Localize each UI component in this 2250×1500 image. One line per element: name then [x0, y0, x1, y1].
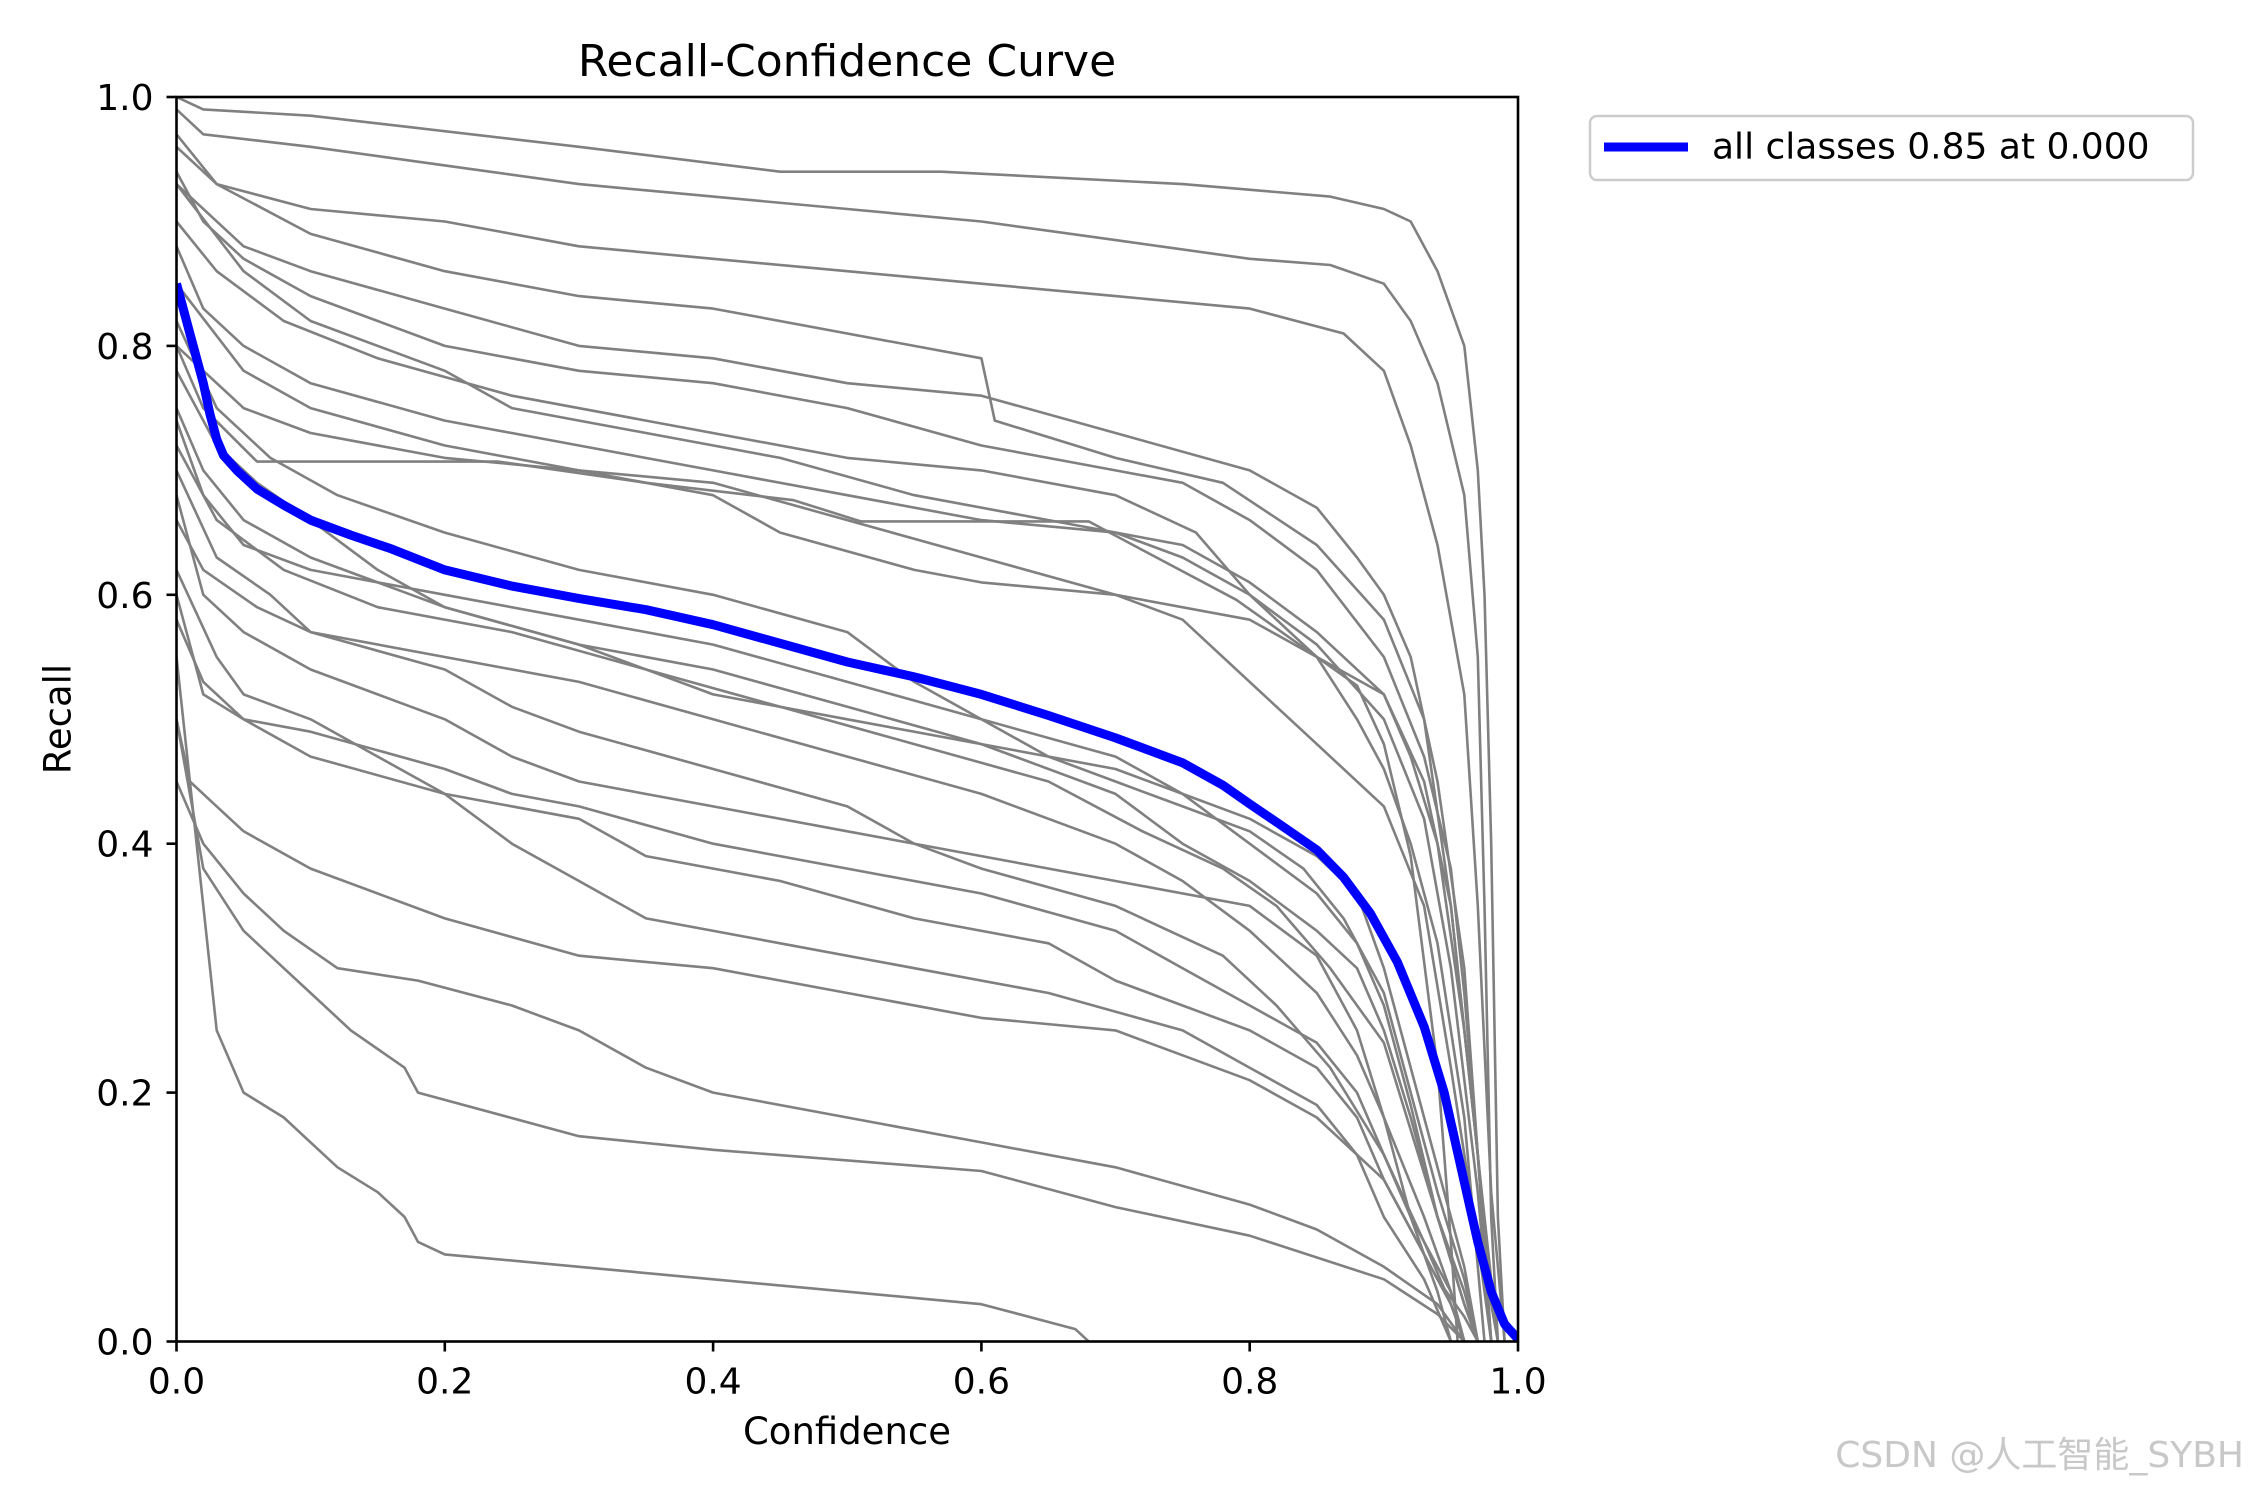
class-recall-curve-10 — [176, 282, 1500, 1342]
class-recall-curve-4 — [176, 183, 1500, 1342]
y-axis-label: Recall — [37, 664, 80, 774]
x-tick-label: 0.6 — [953, 1362, 1010, 1403]
x-axis-ticks: 0.0 0.2 0.4 0.6 0.8 1.0 — [148, 1341, 1547, 1403]
y-tick-label: 1.0 — [96, 78, 153, 119]
class-recall-curve-18 — [176, 494, 1453, 1342]
class-recall-curve-1 — [176, 97, 1506, 1342]
class-recall-curve-8 — [176, 183, 1493, 1342]
class-recall-curve-7 — [176, 171, 1500, 1342]
x-tick-label: 1.0 — [1489, 1362, 1546, 1403]
y-tick-label: 0.0 — [96, 1323, 153, 1364]
x-tick-label: 0.2 — [416, 1362, 473, 1403]
class-recall-curve-6 — [176, 220, 1493, 1342]
class-recall-curve-25 — [176, 719, 1466, 1342]
legend-label: all classes 0.85 at 0.000 — [1712, 127, 2150, 168]
class-recall-curve-21 — [176, 594, 1466, 1342]
x-tick-label: 0.8 — [1221, 1362, 1278, 1403]
series-layer — [176, 97, 1518, 1342]
class-recall-curve-3 — [176, 145, 1506, 1342]
x-axis-label: Confidence — [743, 1410, 951, 1453]
class-recall-curve-12 — [176, 344, 1493, 1342]
class-recall-curve-24 — [176, 780, 1466, 1342]
x-tick-label: 0.0 — [148, 1362, 205, 1403]
class-recall-curve-23 — [176, 719, 1479, 1342]
chart-title: Recall-Confidence Curve — [578, 36, 1116, 87]
y-tick-label: 0.2 — [96, 1074, 153, 1115]
all-classes-recall-curve — [176, 282, 1518, 1342]
class-recall-curve-17 — [176, 469, 1466, 1342]
class-recall-curve-2 — [176, 108, 1500, 1342]
class-recall-curve-14 — [176, 407, 1480, 1342]
class-recall-curve-27 — [176, 345, 1459, 1342]
class-recall-curve-26 — [176, 656, 1090, 1342]
legend-frame — [1588, 114, 2195, 182]
y-axis-ticks: 0.0 0.2 0.4 0.6 0.8 1.0 — [96, 78, 177, 1364]
axes-frame — [175, 95, 1520, 1343]
legend: all classes 0.85 at 0.000 — [1588, 114, 2195, 182]
class-recall-curve-15 — [176, 420, 1480, 1342]
y-tick-label: 0.8 — [96, 327, 153, 368]
y-tick-label: 0.4 — [96, 825, 153, 866]
class-recall-curve-9 — [176, 245, 1486, 1342]
class-recall-curve-11 — [176, 320, 1480, 1342]
x-tick-label: 0.4 — [684, 1362, 741, 1403]
y-tick-label: 0.6 — [96, 576, 153, 617]
class-recall-curve-16 — [176, 444, 1480, 1342]
csdn-watermark: CSDN @人工智能_SYBH — [1835, 1435, 2244, 1476]
class-recall-curve-5 — [176, 133, 1493, 1342]
